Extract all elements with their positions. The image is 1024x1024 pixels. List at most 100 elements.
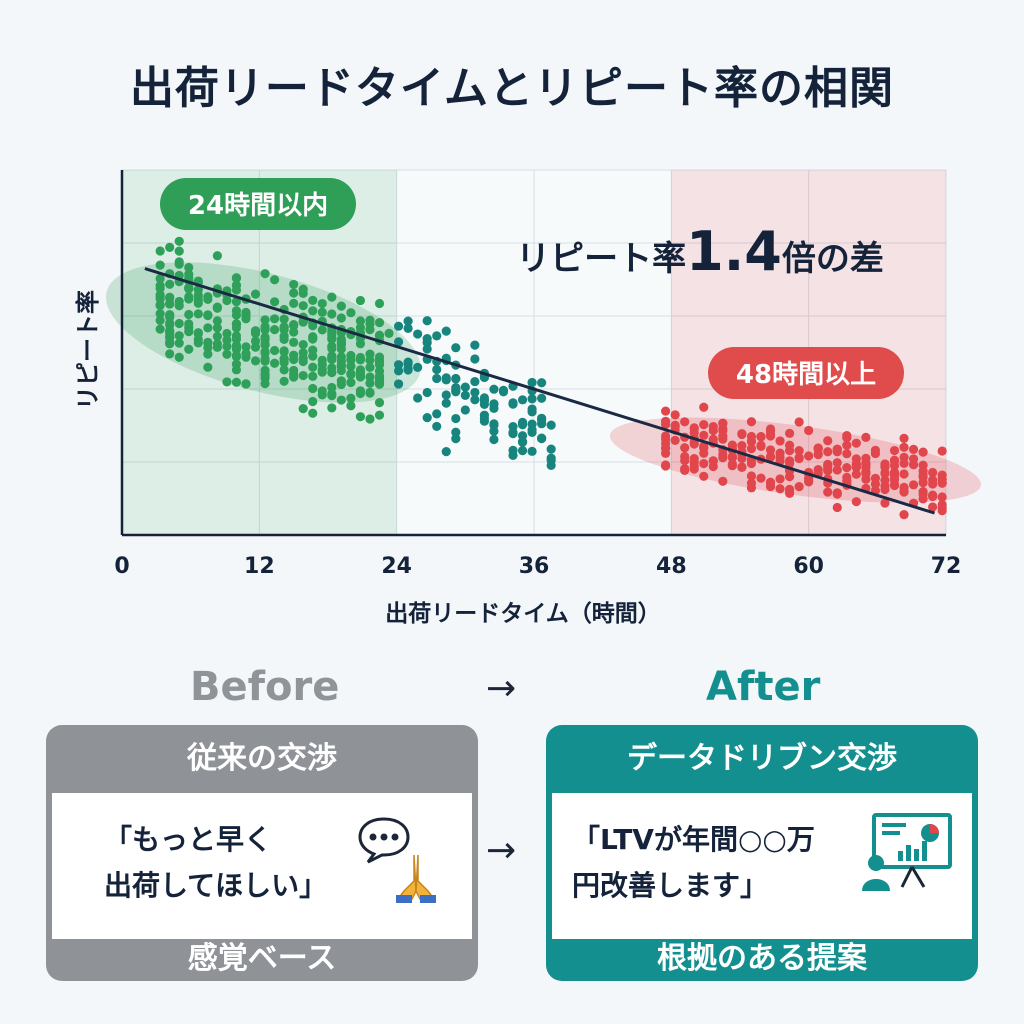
data-point <box>336 395 346 405</box>
data-point <box>718 476 728 486</box>
data-point <box>203 311 213 321</box>
data-point <box>308 295 318 305</box>
data-point <box>308 383 318 394</box>
data-point <box>308 362 318 372</box>
data-point <box>308 371 318 381</box>
data-point <box>451 434 461 444</box>
data-point <box>832 465 842 475</box>
data-point <box>317 386 327 396</box>
data-point <box>393 337 404 347</box>
badge-24h-bg <box>160 178 356 230</box>
data-point <box>184 262 194 273</box>
data-point <box>527 427 537 437</box>
data-point <box>422 387 432 398</box>
data-point <box>880 484 890 495</box>
data-point <box>403 316 413 326</box>
data-point <box>279 331 289 341</box>
data-point <box>432 421 442 432</box>
data-point <box>851 497 861 507</box>
data-point <box>203 338 213 348</box>
data-point <box>327 334 337 344</box>
data-point <box>298 370 308 381</box>
data-point <box>355 371 366 381</box>
data-point <box>355 412 366 422</box>
data-point <box>537 378 547 388</box>
data-point <box>451 413 461 424</box>
data-point <box>374 366 385 376</box>
data-point <box>765 445 776 455</box>
before-quote: 「もっと早く 出荷してほしい」 <box>104 817 327 909</box>
data-point <box>527 446 537 456</box>
data-point <box>155 260 165 270</box>
data-point <box>899 458 909 468</box>
data-point <box>241 379 251 389</box>
data-point <box>527 419 537 429</box>
data-point <box>308 408 318 418</box>
data-point <box>231 285 242 295</box>
data-point <box>880 475 890 485</box>
data-point <box>899 469 909 479</box>
data-point <box>784 472 795 482</box>
data-point <box>155 281 165 291</box>
page-title: 出荷リードタイムとリピート率の相関 <box>129 63 895 114</box>
data-point <box>794 417 804 427</box>
data-point <box>746 471 757 481</box>
data-point <box>737 462 747 472</box>
data-point <box>689 461 699 471</box>
praying-hands-icon <box>396 854 436 903</box>
annotation-text: リピート率1.4倍の差 <box>516 220 884 283</box>
data-point <box>203 349 213 359</box>
data-point <box>498 387 509 397</box>
data-point <box>756 441 766 451</box>
data-point <box>470 387 480 398</box>
data-point <box>384 328 394 338</box>
data-point <box>813 443 823 453</box>
trend-line <box>144 267 935 515</box>
data-point <box>165 328 175 338</box>
data-point <box>231 331 242 341</box>
data-point <box>155 309 165 319</box>
data-point <box>365 388 375 398</box>
data-point <box>889 471 900 481</box>
data-point <box>355 323 366 333</box>
data-point <box>222 341 232 351</box>
data-point <box>784 446 795 456</box>
data-point <box>365 362 375 373</box>
data-point <box>298 340 308 350</box>
data-point <box>422 316 432 326</box>
after-card: データドリブン交渉 「LTVが年間○○万 円改善します」 根拠のある提案 <box>546 725 978 981</box>
data-point <box>794 482 804 492</box>
data-point <box>279 346 289 356</box>
data-point <box>365 378 375 388</box>
before-card-footer: 感覚ベース <box>187 941 337 976</box>
data-point <box>165 242 175 253</box>
data-point <box>746 417 757 427</box>
data-point <box>756 432 766 442</box>
data-point <box>165 293 175 303</box>
data-point <box>527 394 537 404</box>
data-point <box>680 443 690 453</box>
data-point <box>174 236 184 246</box>
data-point <box>804 425 814 436</box>
data-point <box>746 444 757 454</box>
data-point <box>327 382 337 393</box>
data-point <box>203 292 213 302</box>
data-point <box>308 396 318 407</box>
before-label: Before <box>190 664 340 710</box>
data-point <box>165 349 175 359</box>
data-point <box>537 415 547 425</box>
data-point <box>231 310 242 320</box>
presentation-board-icon <box>862 813 952 891</box>
data-point <box>804 476 814 486</box>
data-point <box>823 436 833 446</box>
data-point <box>393 379 404 389</box>
data-point <box>346 355 356 365</box>
data-point <box>298 404 308 414</box>
data-point <box>269 325 280 335</box>
data-point <box>308 332 318 342</box>
data-point <box>784 428 795 438</box>
x-tick-label: 72 <box>931 554 962 579</box>
data-point <box>231 343 242 354</box>
data-point <box>441 446 451 457</box>
data-point <box>222 295 232 306</box>
